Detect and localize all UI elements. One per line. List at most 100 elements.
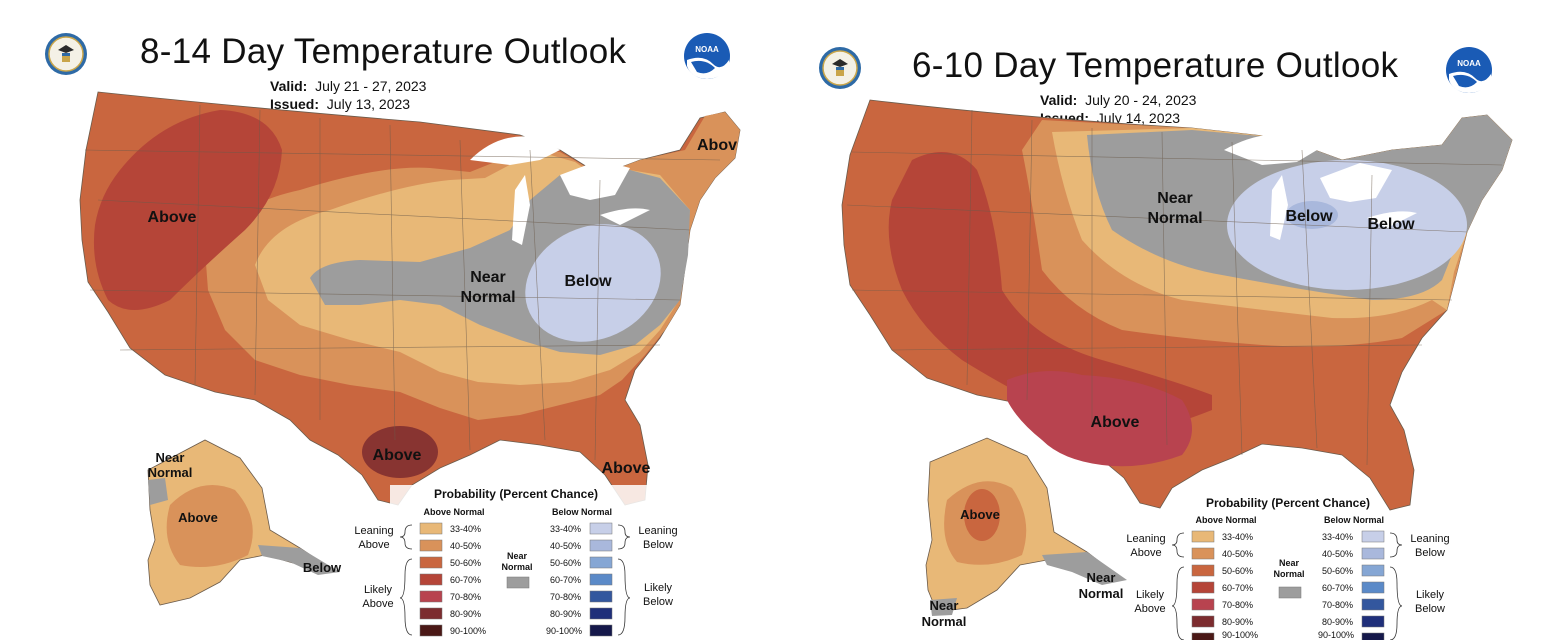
above-west-region [888, 152, 1212, 435]
legend-leaning-above-2: Above [1130, 547, 1161, 559]
label-above-texas: Above [373, 447, 422, 464]
issued-date: Issued: July 13, 2023 [270, 96, 410, 113]
legend-range: 90-100% [450, 626, 486, 636]
legend-leaning-below-2: Below [643, 539, 673, 551]
above-texas-region [362, 426, 438, 478]
label-ak-near-b2: Normal [922, 614, 967, 629]
commerce-seal-icon [819, 47, 861, 89]
legend-range: 40-50% [550, 541, 581, 551]
below-region [525, 224, 661, 342]
legend-near-2: Normal [501, 562, 532, 572]
legend-likely-below-2: Below [1415, 603, 1445, 615]
label-ak-near-b1: Near [930, 598, 959, 613]
legend-leaning-above-1: Leaning [1126, 533, 1165, 545]
legend-range: 80-90% [1222, 617, 1253, 627]
legend-likely-above-1: Likely [1136, 589, 1165, 601]
below-region [1227, 160, 1467, 290]
label-above-florida: Above [602, 460, 651, 477]
valid-dates: Valid: July 21 - 27, 2023 [270, 78, 426, 95]
label-ak-above: Above [960, 507, 1000, 522]
noaa-logo-icon: NOAA [1446, 47, 1492, 93]
legend-range: 50-60% [1322, 566, 1353, 576]
legend-range: 70-80% [550, 592, 581, 602]
us-outlook-map: Above Near Normal Below Abov Above Above… [79, 91, 741, 637]
label-near-normal-1: Near [1157, 190, 1193, 207]
legend-leaning-below-2: Below [1415, 547, 1445, 559]
legend-range: 33-40% [550, 524, 581, 534]
legend: Probability (Percent Chance) Above Norma… [354, 485, 680, 637]
legend-below-header: Below Normal [552, 507, 612, 517]
legend-likely-below-1: Likely [1416, 589, 1445, 601]
label-ak-near-2: Normal [1079, 586, 1124, 601]
legend-range: 50-60% [550, 558, 581, 568]
noaa-logo-text: NOAA [695, 45, 719, 54]
legend-range: 70-80% [1222, 600, 1253, 610]
label-below-2: Below [1367, 216, 1415, 233]
label-ak-above: Above [178, 510, 218, 525]
noaa-logo-text: NOAA [1457, 59, 1481, 68]
valid-dates: Valid: July 20 - 24, 2023 [1040, 92, 1196, 109]
outlook-panel-6-10: 6-10 Day Temperature Outlook Valid: July… [742, 0, 1542, 640]
legend-range: 60-70% [1222, 583, 1253, 593]
label-above-ne: Abov [697, 137, 737, 154]
legend-range: 40-50% [450, 541, 481, 551]
legend-leaning-above-2: Above [358, 539, 389, 551]
label-below-1: Below [1285, 208, 1333, 225]
label-near-normal-2: Normal [460, 289, 515, 306]
issued-value: July 13, 2023 [326, 96, 411, 112]
map-title: 6-10 Day Temperature Outlook [912, 46, 1399, 85]
legend-above-header: Above Normal [423, 507, 484, 517]
legend-range: 33-40% [1222, 532, 1253, 542]
legend: Probability (Percent Chance) Above Norma… [1126, 496, 1450, 640]
legend-near-2: Normal [1273, 569, 1304, 579]
us-outlook-map: Near Normal Below Below Above Above Near… [841, 99, 1513, 640]
legend-below-header: Below Normal [1324, 515, 1384, 525]
legend-near-1: Near [507, 551, 528, 561]
legend-range: 60-70% [450, 575, 481, 585]
legend-range: 90-100% [1222, 630, 1258, 640]
legend-range: 80-90% [1322, 617, 1353, 627]
above-south-region [1007, 371, 1192, 467]
legend-likely-below-1: Likely [644, 582, 673, 594]
outlook-panel-8-14: 8-14 Day Temperature Outlook Valid: July… [0, 0, 770, 640]
label-ak-near-1: Near [1087, 570, 1116, 585]
legend-likely-above-2: Above [362, 598, 393, 610]
legend-range: 70-80% [450, 592, 481, 602]
legend-leaning-below-1: Leaning [638, 525, 677, 537]
legend-range: 60-70% [550, 575, 581, 585]
label-above-south: Above [1091, 414, 1140, 431]
legend-likely-above-1: Likely [364, 584, 393, 596]
legend-range: 80-90% [550, 609, 581, 619]
noaa-logo-icon: NOAA [684, 33, 730, 79]
legend-title: Probability (Percent Chance) [434, 487, 598, 501]
valid-label: Valid: [1040, 92, 1078, 108]
legend-range: 33-40% [1322, 532, 1353, 542]
legend-range: 33-40% [450, 524, 481, 534]
issued-label: Issued: [270, 96, 320, 112]
legend-range: 60-70% [1322, 583, 1353, 593]
valid-value: July 21 - 27, 2023 [315, 78, 427, 94]
label-near-normal-2: Normal [1147, 210, 1202, 227]
label-ak-near-1: Near [156, 450, 185, 465]
valid-label: Valid: [270, 78, 308, 94]
label-above-west: Above [148, 209, 197, 226]
legend-title: Probability (Percent Chance) [1206, 496, 1370, 510]
label-near-normal-1: Near [470, 269, 506, 286]
above-west-region [93, 110, 282, 310]
label-ak-near-2: Normal [148, 465, 193, 480]
label-ak-below: Below [303, 560, 342, 575]
legend-near-1: Near [1279, 558, 1300, 568]
legend-range: 50-60% [1222, 566, 1253, 576]
legend-range: 50-60% [450, 558, 481, 568]
legend-likely-above-2: Above [1134, 603, 1165, 615]
legend-above-header: Above Normal [1195, 515, 1256, 525]
map-title: 8-14 Day Temperature Outlook [140, 32, 627, 71]
legend-range: 70-80% [1322, 600, 1353, 610]
legend-range: 90-100% [546, 626, 582, 636]
legend-leaning-below-1: Leaning [1410, 533, 1449, 545]
legend-range: 80-90% [450, 609, 481, 619]
commerce-seal-icon [45, 33, 87, 75]
legend-leaning-above-1: Leaning [354, 525, 393, 537]
valid-value: July 20 - 24, 2023 [1085, 92, 1197, 108]
label-below: Below [564, 273, 612, 290]
